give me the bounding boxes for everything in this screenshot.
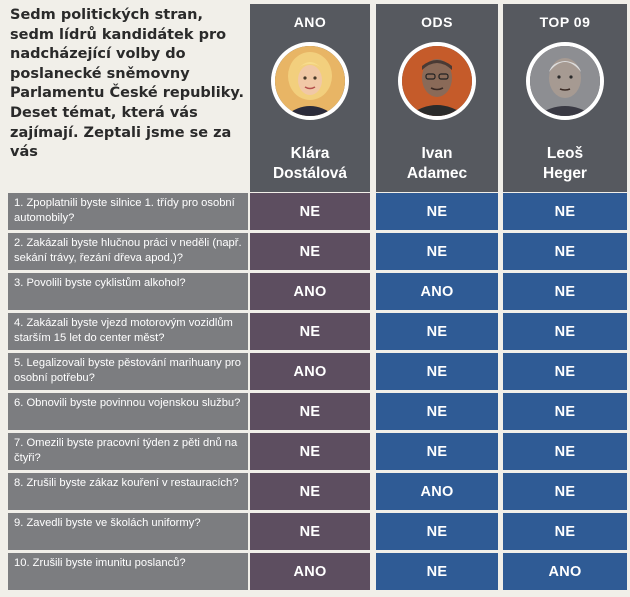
party-header-ods: ODS Ivan Adamec <box>376 4 498 192</box>
question-4: 4. Zakázali byste vjezd motorovým vozidl… <box>8 313 248 350</box>
party-column-top09: TOP 09 Leoš Heger <box>503 4 627 594</box>
answer-top09-q9: NE <box>503 513 627 550</box>
answer-top09-q1: NE <box>503 193 627 230</box>
leader-name: Klára Dostálová <box>272 145 348 182</box>
question-5: 5. Legalizovali byste pěstování marihuan… <box>8 353 248 390</box>
answer-top09-q7: NE <box>503 433 627 470</box>
answer-ano-q7: NE <box>250 433 370 470</box>
answer-ano-q4: NE <box>250 313 370 350</box>
question-6: 6. Obnovili byste povinnou vojenskou slu… <box>8 393 248 430</box>
party-name: ANO <box>293 14 327 30</box>
question-10: 10. Zrušili byste imunitu poslanců? <box>8 553 248 590</box>
question-8: 8. Zrušili byste zákaz kouření v restaur… <box>8 473 248 510</box>
answer-top09-q6: NE <box>503 393 627 430</box>
answer-ods-q5: NE <box>376 353 498 390</box>
question-7: 7. Omezili byste pracovní týden z pěti d… <box>8 433 248 470</box>
party-column-ods: ODS Ivan Adamec <box>376 4 498 594</box>
answer-ano-q8: NE <box>250 473 370 510</box>
answer-top09-q8: NE <box>503 473 627 510</box>
answer-ano-q3: ANO <box>250 273 370 310</box>
answer-ano-q6: NE <box>250 393 370 430</box>
answer-top09-q5: NE <box>503 353 627 390</box>
answer-ods-q3: ANO <box>376 273 498 310</box>
answer-ods-q7: NE <box>376 433 498 470</box>
answer-ods-q10: NE <box>376 553 498 590</box>
party-column-ano: ANO Klára Dostálová <box>250 4 370 594</box>
intro-text: Sedm politických stran, sedm lídrů kandi… <box>10 7 245 161</box>
man-portrait <box>398 42 476 120</box>
leader-name: Leoš Heger <box>543 145 587 182</box>
question-3: 3. Povolili byste cyklistům alkohol? <box>8 273 248 310</box>
party-name: ODS <box>421 14 453 30</box>
question-1: 1. Zpoplatnili byste silnice 1. třídy pr… <box>8 193 248 230</box>
party-header-top09: TOP 09 Leoš Heger <box>503 4 627 192</box>
answer-top09-q4: NE <box>503 313 627 350</box>
party-name: TOP 09 <box>539 14 591 30</box>
answer-ano-q9: NE <box>250 513 370 550</box>
question-9: 9. Zavedli byste ve školách uniformy? <box>8 513 248 550</box>
answer-ano-q5: ANO <box>250 353 370 390</box>
question-2: 2. Zakázali byste hlučnou práci v neděli… <box>8 233 248 270</box>
leader-name: Ivan Adamec <box>406 145 468 182</box>
answer-top09-q3: NE <box>503 273 627 310</box>
answer-ano-q10: ANO <box>250 553 370 590</box>
answer-ods-q4: NE <box>376 313 498 350</box>
answer-ods-q9: NE <box>376 513 498 550</box>
answer-ano-q1: NE <box>250 193 370 230</box>
answer-ods-q6: NE <box>376 393 498 430</box>
answer-ods-q8: ANO <box>376 473 498 510</box>
answer-top09-q2: NE <box>503 233 627 270</box>
answer-ods-q1: NE <box>376 193 498 230</box>
answer-ods-q2: NE <box>376 233 498 270</box>
party-header-ano: ANO Klára Dostálová <box>250 4 370 192</box>
woman-blonde-portrait <box>271 42 349 120</box>
answer-top09-q10: ANO <box>503 553 627 590</box>
answer-ano-q2: NE <box>250 233 370 270</box>
man-grey-hair-portrait <box>526 42 604 120</box>
